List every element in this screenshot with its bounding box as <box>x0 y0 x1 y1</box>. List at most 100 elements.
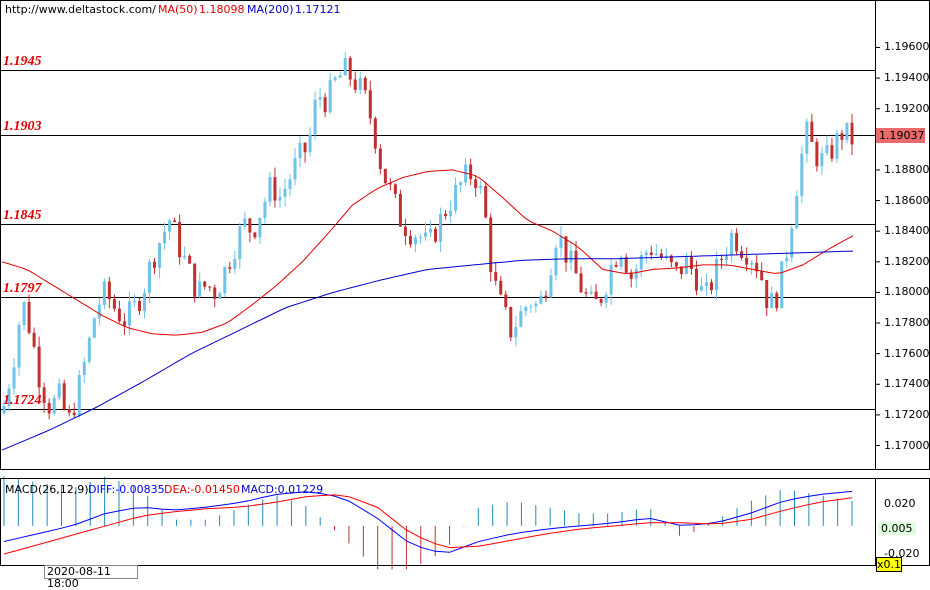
candle-down <box>122 321 126 326</box>
candle-down <box>213 287 217 299</box>
candle-up <box>559 236 563 248</box>
candle-up <box>704 282 708 286</box>
candle-up <box>77 374 81 416</box>
candle-up <box>554 247 558 276</box>
candle-down <box>153 261 157 268</box>
candle-up <box>845 122 849 140</box>
candle-up <box>163 231 167 244</box>
candle-down <box>745 257 749 265</box>
zoom-button[interactable]: x0.1 <box>876 557 902 572</box>
macd-dea-line <box>3 494 853 555</box>
candle-down <box>544 295 548 298</box>
candle-up <box>22 301 26 325</box>
level-label: 1.1724 <box>3 392 42 408</box>
candle-up <box>52 397 56 414</box>
candle-up <box>338 75 342 78</box>
candle-down <box>720 258 724 261</box>
candle-up <box>57 383 61 398</box>
candle-up <box>795 195 799 229</box>
candle-up <box>423 232 427 237</box>
y-tick-label: 1.18800 <box>884 162 930 176</box>
candle-down <box>434 228 438 242</box>
candle-down <box>303 142 307 153</box>
candle-down <box>509 307 513 338</box>
macd-tick-high: 0.020 <box>884 497 916 510</box>
candle-up <box>524 306 528 312</box>
macd-dea-label: DEA:-0.01450 <box>164 483 240 496</box>
candle-down <box>408 235 412 245</box>
candle-down <box>624 256 628 273</box>
ma200-value: 1.17121 <box>295 3 341 16</box>
candle-down <box>689 256 693 269</box>
candle-down <box>403 226 407 236</box>
candle-down <box>32 332 36 347</box>
macd-value-label: MACD:0.01229 <box>241 483 324 496</box>
candle-up <box>278 196 282 201</box>
candle-down <box>649 252 653 255</box>
candle-up <box>268 177 272 202</box>
candle-up <box>534 303 538 307</box>
candle-down <box>584 292 588 294</box>
candle-up <box>619 256 623 267</box>
candle-down <box>393 184 397 194</box>
level-label: 1.1845 <box>3 207 42 223</box>
candle-down <box>674 262 678 267</box>
candle-down <box>840 133 844 140</box>
candle-down <box>444 213 448 217</box>
candle-up <box>449 210 453 217</box>
level-label: 1.1797 <box>3 280 42 296</box>
candle-up <box>328 79 332 113</box>
candle-up <box>634 269 638 279</box>
candle-down <box>27 301 31 333</box>
candle-down <box>760 271 764 281</box>
candle-down <box>810 121 814 142</box>
candle-down <box>775 293 779 309</box>
candle-up <box>418 236 422 238</box>
candle-up <box>699 285 703 291</box>
candle-up <box>293 158 297 180</box>
candle-up <box>569 250 573 263</box>
y-tick-label: 1.18600 <box>884 193 930 207</box>
candle-up <box>82 361 86 375</box>
y-tick-label: 1.18200 <box>884 254 930 268</box>
y-tick-label: 1.17800 <box>884 316 930 330</box>
y-tick-label: 1.19200 <box>884 101 930 115</box>
candle-up <box>639 254 643 270</box>
candle-down <box>348 57 352 80</box>
candle-down <box>735 233 739 252</box>
candle-up <box>654 253 658 255</box>
y-tick-label: 1.17600 <box>884 346 930 360</box>
ma200-line <box>1 250 854 451</box>
y-tick-label: 1.18400 <box>884 224 930 238</box>
candle-down <box>253 232 257 238</box>
candle-down <box>72 412 76 416</box>
candle-down <box>383 168 387 184</box>
candle-up <box>609 264 613 295</box>
candle-up <box>343 57 347 76</box>
candle-up <box>730 233 734 256</box>
candle-down <box>203 281 207 287</box>
candle-up <box>644 252 648 255</box>
ma50-value: 1.18098 <box>199 3 245 16</box>
candle-up <box>529 306 533 308</box>
candle-up <box>12 367 16 389</box>
candle-up <box>825 145 829 154</box>
candle-up <box>539 295 543 304</box>
candle-up <box>785 257 789 262</box>
candle-up <box>318 97 322 100</box>
header-url[interactable]: http://www.deltastock.com/ <box>5 3 156 16</box>
candle-down <box>117 308 121 322</box>
candle-down <box>273 177 277 201</box>
candle-down <box>193 263 197 297</box>
candle-down <box>353 79 357 90</box>
last-price-marker: 1.19037 <box>876 128 925 143</box>
candle-down <box>669 255 673 263</box>
candle-down <box>208 286 212 288</box>
candle-down <box>594 291 598 300</box>
candle-up <box>333 77 337 80</box>
macd-diff-line <box>3 490 853 553</box>
candle-down <box>564 236 568 263</box>
candle-down <box>710 282 714 291</box>
candle-up <box>223 267 227 294</box>
candle-up <box>283 188 287 197</box>
